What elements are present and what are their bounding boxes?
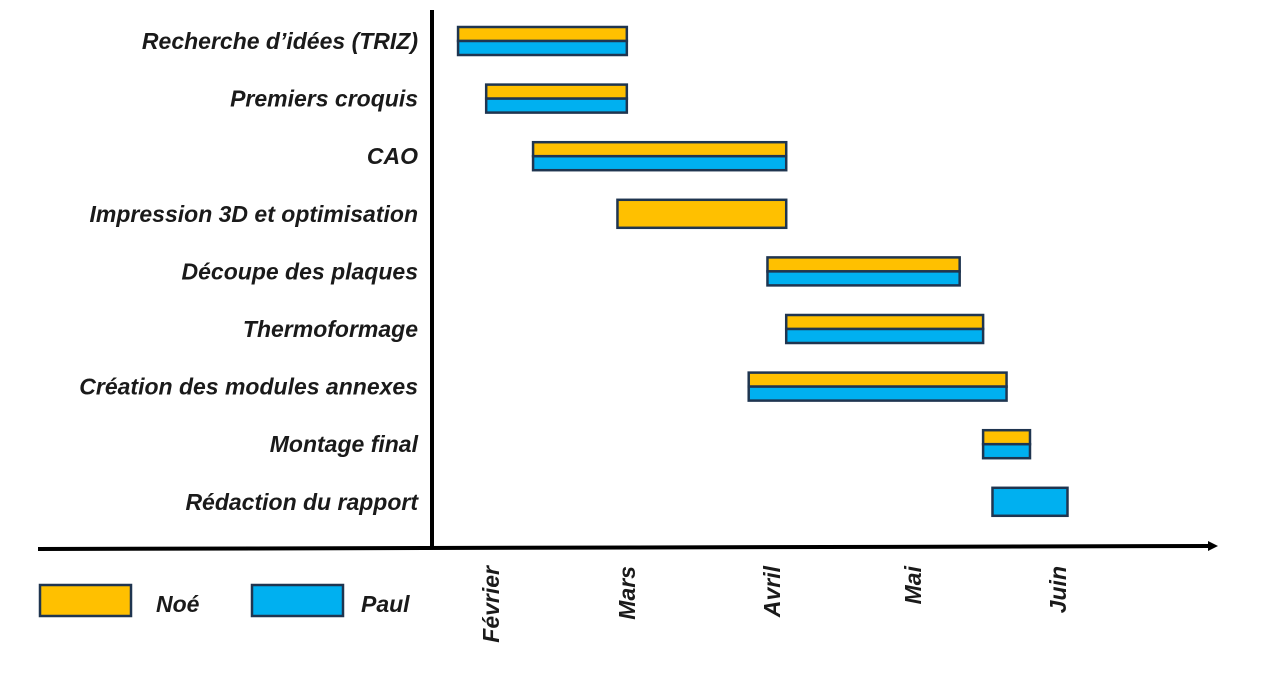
gantt-bar-series-2 bbox=[784, 327, 985, 345]
legend-label: Paul bbox=[361, 591, 410, 617]
task-label: Premiers croquis bbox=[230, 86, 418, 112]
x-tick-label: Avril bbox=[759, 565, 785, 618]
legend-swatch bbox=[38, 583, 133, 618]
gantt-bar-series-2 bbox=[484, 97, 629, 114]
task-label: Création des modules annexes bbox=[79, 374, 418, 400]
gantt-bar-series-1 bbox=[747, 371, 1008, 388]
gantt-bar-series-2 bbox=[766, 270, 961, 287]
legend-swatch bbox=[250, 583, 345, 618]
task-label: Thermoformage bbox=[243, 316, 418, 342]
gantt-bar-series-1 bbox=[784, 313, 985, 331]
gantt-bar-series-2 bbox=[531, 154, 788, 172]
x-tick-label: Février bbox=[478, 565, 504, 643]
gantt-bar-series-1 bbox=[981, 428, 1032, 446]
x-axis-line bbox=[37, 541, 1218, 552]
gantt-bar-series-2 bbox=[456, 39, 629, 57]
task-label: Montage final bbox=[270, 431, 419, 457]
gantt-bar-series-1 bbox=[616, 198, 788, 230]
legend-label: Noé bbox=[156, 591, 200, 617]
task-label: CAO bbox=[367, 143, 418, 169]
task-label: Recherche d’idées (TRIZ) bbox=[142, 28, 418, 54]
gantt-bar-series-1 bbox=[484, 83, 629, 100]
task-label: Impression 3D et optimisation bbox=[90, 201, 418, 227]
gantt-bar-series-2 bbox=[981, 442, 1032, 460]
gantt-bar-series-1 bbox=[766, 256, 961, 273]
x-tick-label: Juin bbox=[1045, 566, 1071, 613]
gantt-bar-series-1 bbox=[531, 140, 788, 158]
gantt-bar-series-2 bbox=[991, 486, 1069, 518]
gantt-bar-series-2 bbox=[747, 385, 1008, 402]
task-label: Découpe des plaques bbox=[182, 258, 418, 284]
x-tick-label: Mars bbox=[614, 566, 640, 620]
task-label: Rédaction du rapport bbox=[185, 489, 419, 515]
x-tick-label: Mai bbox=[900, 565, 926, 604]
gantt-bar-series-1 bbox=[456, 25, 629, 43]
